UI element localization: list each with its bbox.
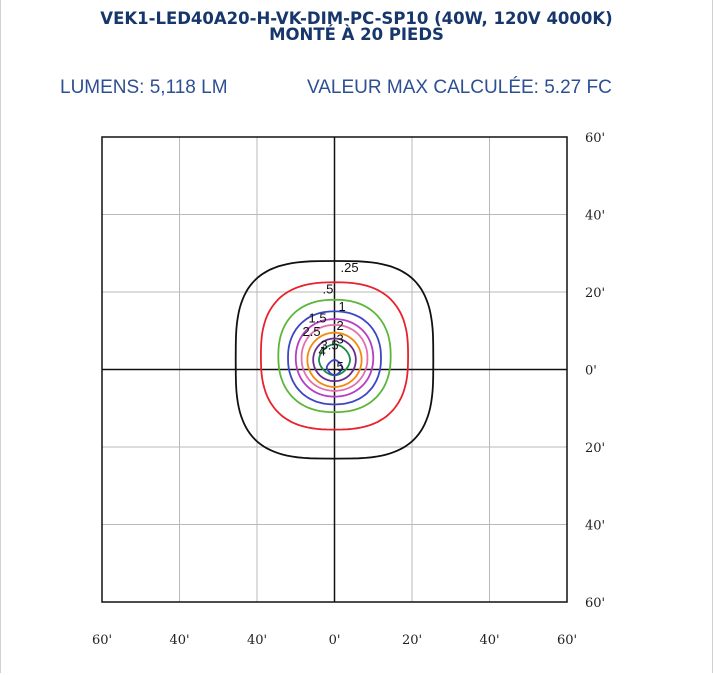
y-tick-label: 60'	[585, 131, 605, 146]
contour-label: 2	[337, 318, 344, 333]
contour-label: 2.5	[303, 324, 321, 339]
contour-label: 4	[319, 343, 326, 358]
contour-1p5	[287, 310, 382, 406]
x-tick-label: 20'	[402, 633, 422, 648]
x-tick-label: 40'	[247, 633, 267, 648]
lumens-label: LUMENS: 5,118 LM	[60, 77, 228, 98]
y-tick-label: 40'	[585, 209, 605, 224]
contour-label: 1.5	[309, 310, 327, 325]
title-line-2: MONTÉ À 20 PIEDS	[269, 25, 444, 44]
x-tick-label: 60'	[557, 633, 577, 648]
chart-title: VEK1-LED40A20-H-VK-DIM-PC-SP10 (40W, 120…	[0, 9, 713, 44]
contour-2p5	[300, 323, 369, 392]
contour-3	[306, 331, 363, 388]
contour-2	[294, 318, 375, 398]
x-tick-label: 40'	[169, 633, 189, 648]
x-tick-label: 60'	[92, 633, 112, 648]
contour-3p5	[312, 337, 357, 383]
contour-label: 5	[337, 359, 344, 374]
contour-4	[318, 343, 351, 377]
title-line-1: VEK1-LED40A20-H-VK-DIM-PC-SP10 (40W, 120…	[100, 9, 613, 28]
y-tick-label: 20'	[585, 441, 605, 456]
contour-p25	[234, 260, 435, 460]
y-tick-label: 20'	[585, 286, 605, 301]
contour-p5	[259, 281, 410, 431]
max-value-label: VALEUR MAX CALCULÉE: 5.27 FC	[307, 77, 612, 98]
contour-5	[325, 358, 344, 377]
y-tick-label: 0'	[585, 364, 597, 379]
x-tick-label: 40'	[479, 633, 499, 648]
contour-label: 1	[339, 299, 346, 314]
contour-label: 3	[337, 332, 344, 347]
contour-label: .5	[323, 281, 334, 296]
contour-1	[277, 298, 392, 414]
y-tick-label: 60'	[585, 596, 605, 611]
y-tick-label: 40'	[585, 519, 605, 534]
contour-label: .25	[341, 260, 359, 275]
x-tick-label: 0'	[329, 633, 341, 648]
contour-label: 3.5	[321, 338, 339, 353]
